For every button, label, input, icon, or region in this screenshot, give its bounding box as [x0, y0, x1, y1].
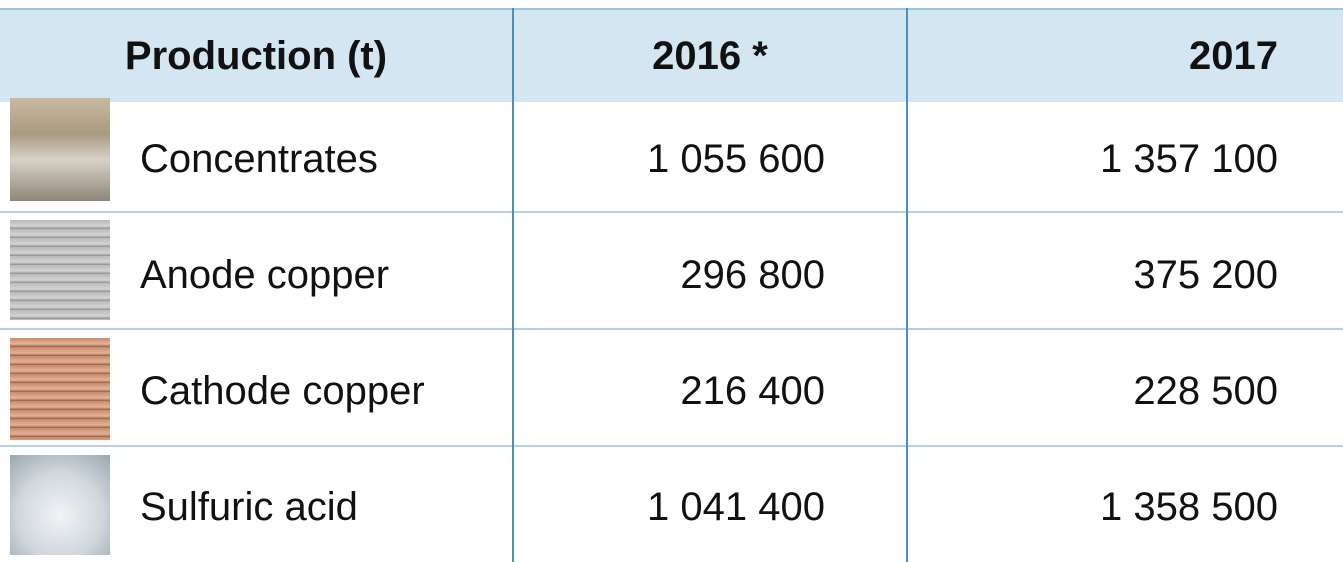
cell-value: 228 500	[1133, 369, 1278, 413]
header-cell: 2017	[1189, 34, 1278, 78]
column-divider	[512, 8, 514, 562]
cell-value: 1 041 400	[647, 485, 825, 529]
cell-value: 1 055 600	[647, 137, 825, 181]
cell-value: 375 200	[1133, 253, 1278, 297]
acid-photo	[10, 455, 110, 555]
cell-value: 216 400	[680, 369, 825, 413]
row-divider	[0, 211, 1343, 213]
column-divider	[906, 8, 908, 562]
row-label: Sulfuric acid	[140, 485, 358, 529]
mine-photo	[10, 98, 110, 201]
header-cell: 2016 *	[652, 34, 768, 78]
cell-value: 1 357 100	[1100, 137, 1278, 181]
cell-value: 1 358 500	[1100, 485, 1278, 529]
cathode-photo	[10, 338, 110, 440]
row-divider	[0, 445, 1343, 447]
cell-value: 296 800	[680, 253, 825, 297]
row-divider	[0, 328, 1343, 330]
row-label: Cathode copper	[140, 369, 425, 413]
row-label: Concentrates	[140, 137, 378, 181]
header-cell: Production (t)	[124, 34, 388, 78]
row-label: Anode copper	[140, 253, 390, 297]
anode-photo	[10, 220, 110, 320]
header-row	[0, 8, 1343, 102]
